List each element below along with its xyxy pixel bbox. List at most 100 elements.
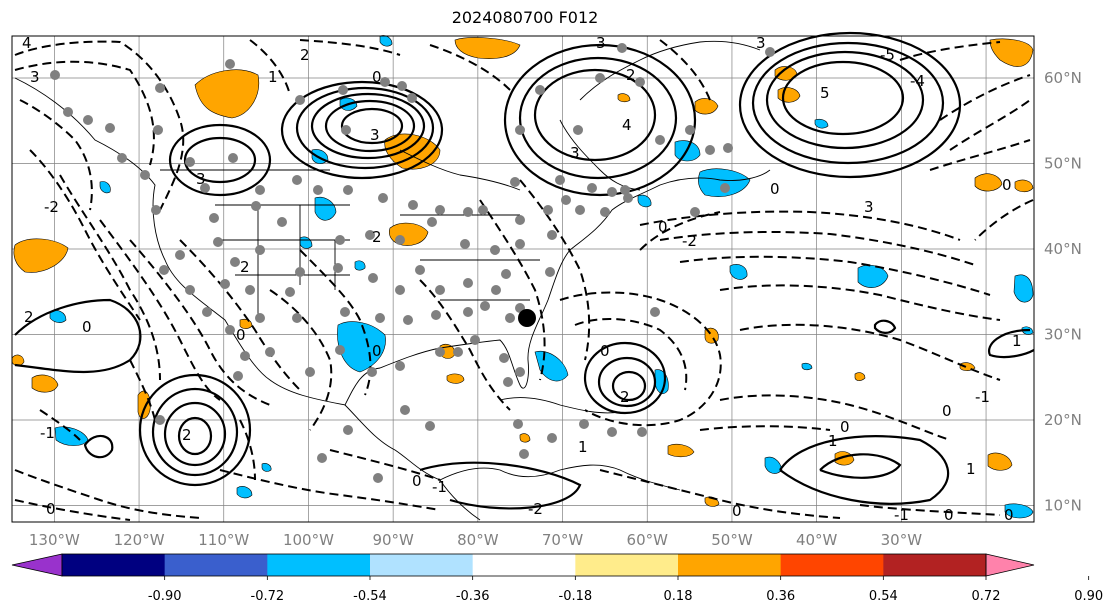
station-dot [690,207,700,217]
station-dot [547,433,557,443]
station-dot [209,213,219,223]
contour-label: 3 [596,34,606,52]
station-dot [463,307,473,317]
station-dot [277,217,287,227]
station-dot [607,427,617,437]
station-dot [499,353,509,363]
colorbar-segment [62,554,166,576]
negative-anomaly-fills [49,35,1034,519]
station-dot [617,43,627,53]
colorbar-over-triangle [985,553,1035,577]
station-dot [595,73,605,83]
station-dot [460,239,470,249]
station-dot [685,125,695,135]
station-dot [515,125,525,135]
station-dot [335,235,345,245]
station-dot [503,377,513,387]
contour-label: -1 [894,506,909,524]
station-dot [295,267,305,277]
station-dot [305,367,315,377]
contour-label: 0 [1004,506,1014,524]
station-dot [368,273,378,283]
station-dot [175,250,185,260]
colorbar-label: 0.54 [869,589,898,604]
station-dot [400,405,410,415]
station-dot [490,245,500,255]
station-dot [225,325,235,335]
latitude-label: 60°N [1044,69,1082,87]
contour-label: -2 [44,198,59,216]
station-dot [373,473,383,483]
station-dot [408,200,418,210]
contour-label: 3 [570,144,580,162]
station-dot [555,175,565,185]
contour-label: 1 [268,68,278,86]
colorbar-label: -0.54 [353,589,387,604]
station-dot [519,449,529,459]
longitude-label: 120°W [114,531,165,549]
contour-label: 0 [942,402,952,420]
contour-label: 0 [944,506,954,524]
colorbar-label: -0.72 [251,589,285,604]
coastlines [14,40,771,521]
station-dot [265,347,275,357]
reference-point-marker [518,309,536,327]
station-dot [620,185,630,195]
contour-label: 0 [658,218,668,236]
latitude-label: 30°N [1044,326,1082,344]
colorbar-frame [61,553,987,577]
colorbar-label: 0.72 [972,589,1001,604]
colorbar-label: -0.90 [148,589,182,604]
station-dot [245,285,255,295]
station-dot [338,85,348,95]
station-dot [292,175,302,185]
colorbar-under-triangle [11,553,63,577]
station-dot [155,415,165,425]
contour-label: 0 [600,342,610,360]
longitude-label: 40°W [796,531,838,549]
longitude-label: 130°W [29,531,80,549]
station-dot [155,83,165,93]
station-dot [341,125,351,135]
colorbar-segment [370,554,474,576]
contour-label: 0 [732,502,742,520]
station-dot [255,245,265,255]
station-dot [435,285,445,295]
station-dot [505,313,515,323]
station-dot [435,347,445,357]
station-dot [317,453,327,463]
station-dot [380,77,390,87]
contour-label: 4 [22,34,32,52]
station-dot [159,265,169,275]
station-dot [463,278,473,288]
longitude-label: 110°W [198,531,249,549]
solid-contours [14,31,1035,510]
latitude-labels: 60°N 50°N 40°N 30°N 20°N 10°N [1044,69,1082,515]
station-dot [510,177,520,187]
contour-label: 2 [300,46,310,64]
colorbar-segment [267,554,371,576]
station-dot [220,279,230,289]
station-dot [375,313,385,323]
longitude-label: 60°W [627,531,669,549]
station-dot [427,217,437,227]
station-dot [765,47,775,57]
station-dot [397,81,407,91]
station-dot [140,170,150,180]
contour-label: -2 [528,500,543,518]
station-dot [153,125,163,135]
colorbar-segment [678,554,782,576]
contour-label: 4 [622,116,632,134]
station-dot [515,215,525,225]
contour-label: 1 [578,438,588,456]
station-dot [63,107,73,117]
station-dot [600,207,610,217]
station-markers [50,43,775,483]
colorbar-segment [883,554,987,576]
station-dot [117,153,127,163]
station-dot [255,185,265,195]
contour-label: 0 [840,418,850,436]
latitude-label: 50°N [1044,155,1082,173]
station-dot [415,265,425,275]
